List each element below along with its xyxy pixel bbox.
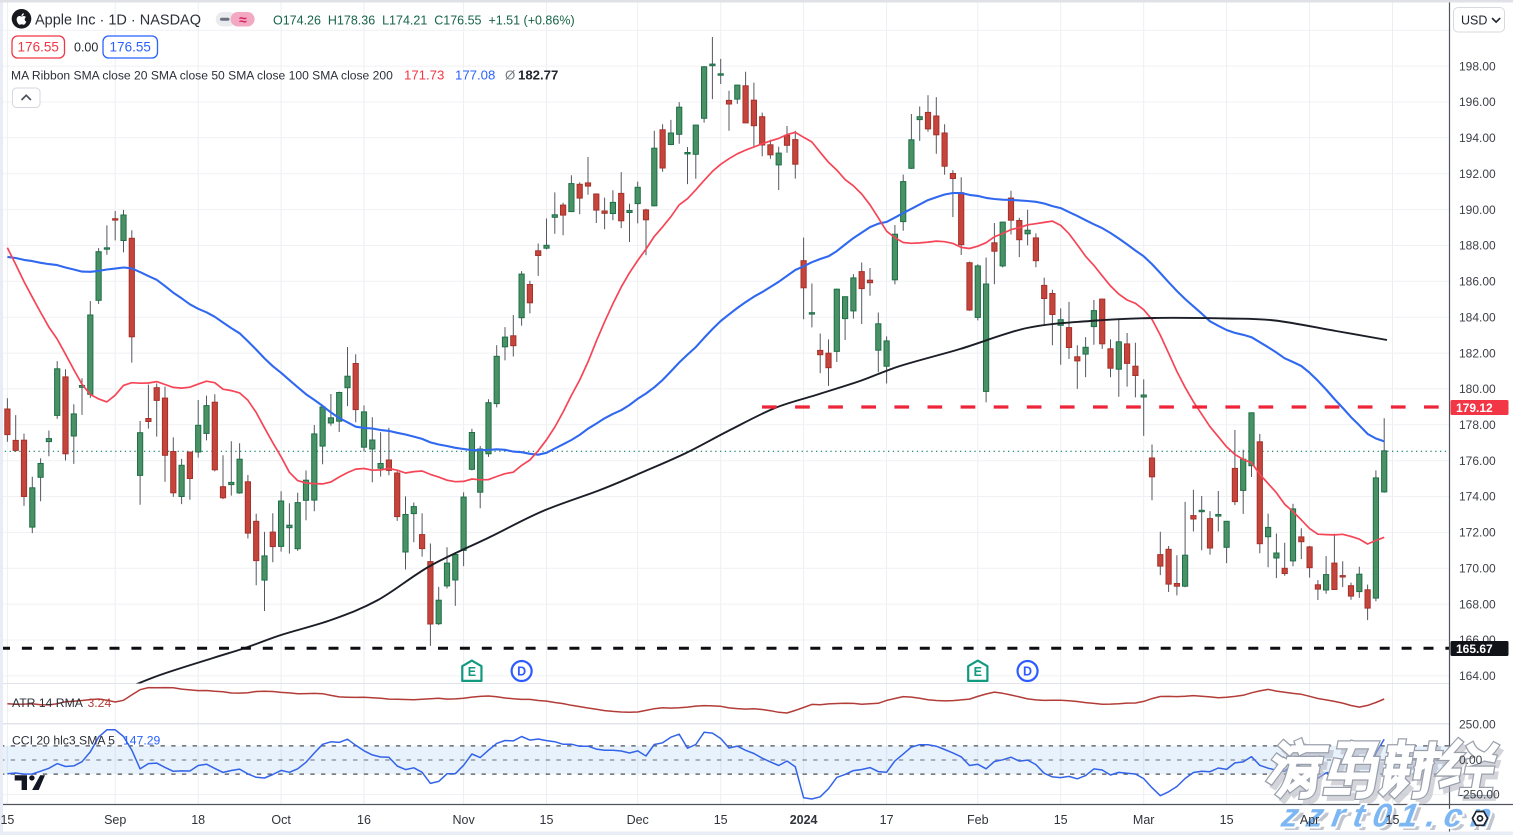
svg-text:176.55: 176.55 xyxy=(18,40,59,55)
svg-text:186.00: 186.00 xyxy=(1459,275,1496,289)
svg-text:147.29: 147.29 xyxy=(123,734,160,748)
svg-text:E: E xyxy=(468,665,476,679)
svg-text:176.55: 176.55 xyxy=(110,40,151,55)
svg-text:182.00: 182.00 xyxy=(1459,346,1496,360)
svg-text:15: 15 xyxy=(1054,813,1068,827)
svg-text:Apple Inc · 1D · NASDAQ: Apple Inc · 1D · NASDAQ xyxy=(35,13,201,29)
svg-text:Nov: Nov xyxy=(452,813,475,827)
svg-text:zzrt01.cn: zzrt01.cn xyxy=(1282,801,1507,835)
svg-text:-250.00: -250.00 xyxy=(1459,788,1500,802)
svg-text:198.00: 198.00 xyxy=(1459,59,1496,73)
svg-text:Sep: Sep xyxy=(104,813,126,827)
svg-text:250.00: 250.00 xyxy=(1459,717,1496,731)
svg-text:D: D xyxy=(517,665,526,679)
svg-text:D: D xyxy=(1023,665,1032,679)
svg-text:0.00: 0.00 xyxy=(1459,753,1483,767)
svg-text:182.77: 182.77 xyxy=(518,68,558,83)
svg-text:176.00: 176.00 xyxy=(1459,454,1496,468)
svg-text:170.00: 170.00 xyxy=(1459,562,1496,576)
svg-text:194.00: 194.00 xyxy=(1459,131,1496,145)
svg-text:15: 15 xyxy=(1220,813,1234,827)
svg-text:Dec: Dec xyxy=(627,813,649,827)
svg-text:15: 15 xyxy=(540,813,554,827)
svg-text:15: 15 xyxy=(1386,813,1400,827)
svg-text:190.00: 190.00 xyxy=(1459,203,1496,217)
svg-text:0.00: 0.00 xyxy=(74,41,98,55)
svg-text:171.73: 171.73 xyxy=(404,68,444,83)
svg-text:17: 17 xyxy=(880,813,894,827)
svg-text:E: E xyxy=(974,665,982,679)
svg-text:196.00: 196.00 xyxy=(1459,95,1496,109)
svg-text:15: 15 xyxy=(0,813,14,827)
svg-text:MA Ribbon SMA close 20 SMA clo: MA Ribbon SMA close 20 SMA close 50 SMA … xyxy=(11,69,393,83)
svg-text:O174.26 H178.36 L174.21 C17: O174.26 H178.36 L174.21 C176.55 +1.51 (+… xyxy=(273,14,575,28)
svg-text:178.00: 178.00 xyxy=(1459,418,1496,432)
svg-text:≈: ≈ xyxy=(239,11,247,27)
svg-text:179.12: 179.12 xyxy=(1456,401,1493,415)
svg-text:zzrt01.cn: zzrt01.cn xyxy=(1278,798,1503,835)
svg-text:Feb: Feb xyxy=(967,813,989,827)
svg-text:Mar: Mar xyxy=(1133,813,1155,827)
svg-text:Oct: Oct xyxy=(271,813,291,827)
svg-text:174.00: 174.00 xyxy=(1459,490,1496,504)
svg-text:180.00: 180.00 xyxy=(1459,382,1496,396)
svg-text:165.67: 165.67 xyxy=(1456,642,1493,656)
svg-text:3.24: 3.24 xyxy=(88,696,112,710)
svg-text:CCI 20 hlc3 SMA 5: CCI 20 hlc3 SMA 5 xyxy=(12,734,115,748)
svg-text:ATR 14 RMA: ATR 14 RMA xyxy=(12,696,84,710)
svg-text:184.00: 184.00 xyxy=(1459,310,1496,324)
svg-text:Apr: Apr xyxy=(1300,813,1319,827)
svg-text:172.00: 172.00 xyxy=(1459,526,1496,540)
svg-text:2024: 2024 xyxy=(790,813,818,827)
svg-text:15: 15 xyxy=(714,813,728,827)
svg-text:188.00: 188.00 xyxy=(1459,239,1496,253)
svg-text:192.00: 192.00 xyxy=(1459,167,1496,181)
svg-text:168.00: 168.00 xyxy=(1459,597,1496,611)
svg-text:Ø: Ø xyxy=(505,68,515,83)
svg-text:USD: USD xyxy=(1461,14,1487,28)
svg-text:16: 16 xyxy=(357,813,371,827)
svg-text:18: 18 xyxy=(191,813,205,827)
svg-text:164.00: 164.00 xyxy=(1459,669,1496,683)
svg-text:177.08: 177.08 xyxy=(455,68,495,83)
svg-text:zzrt01.cn: zzrt01.cn xyxy=(1278,798,1503,835)
